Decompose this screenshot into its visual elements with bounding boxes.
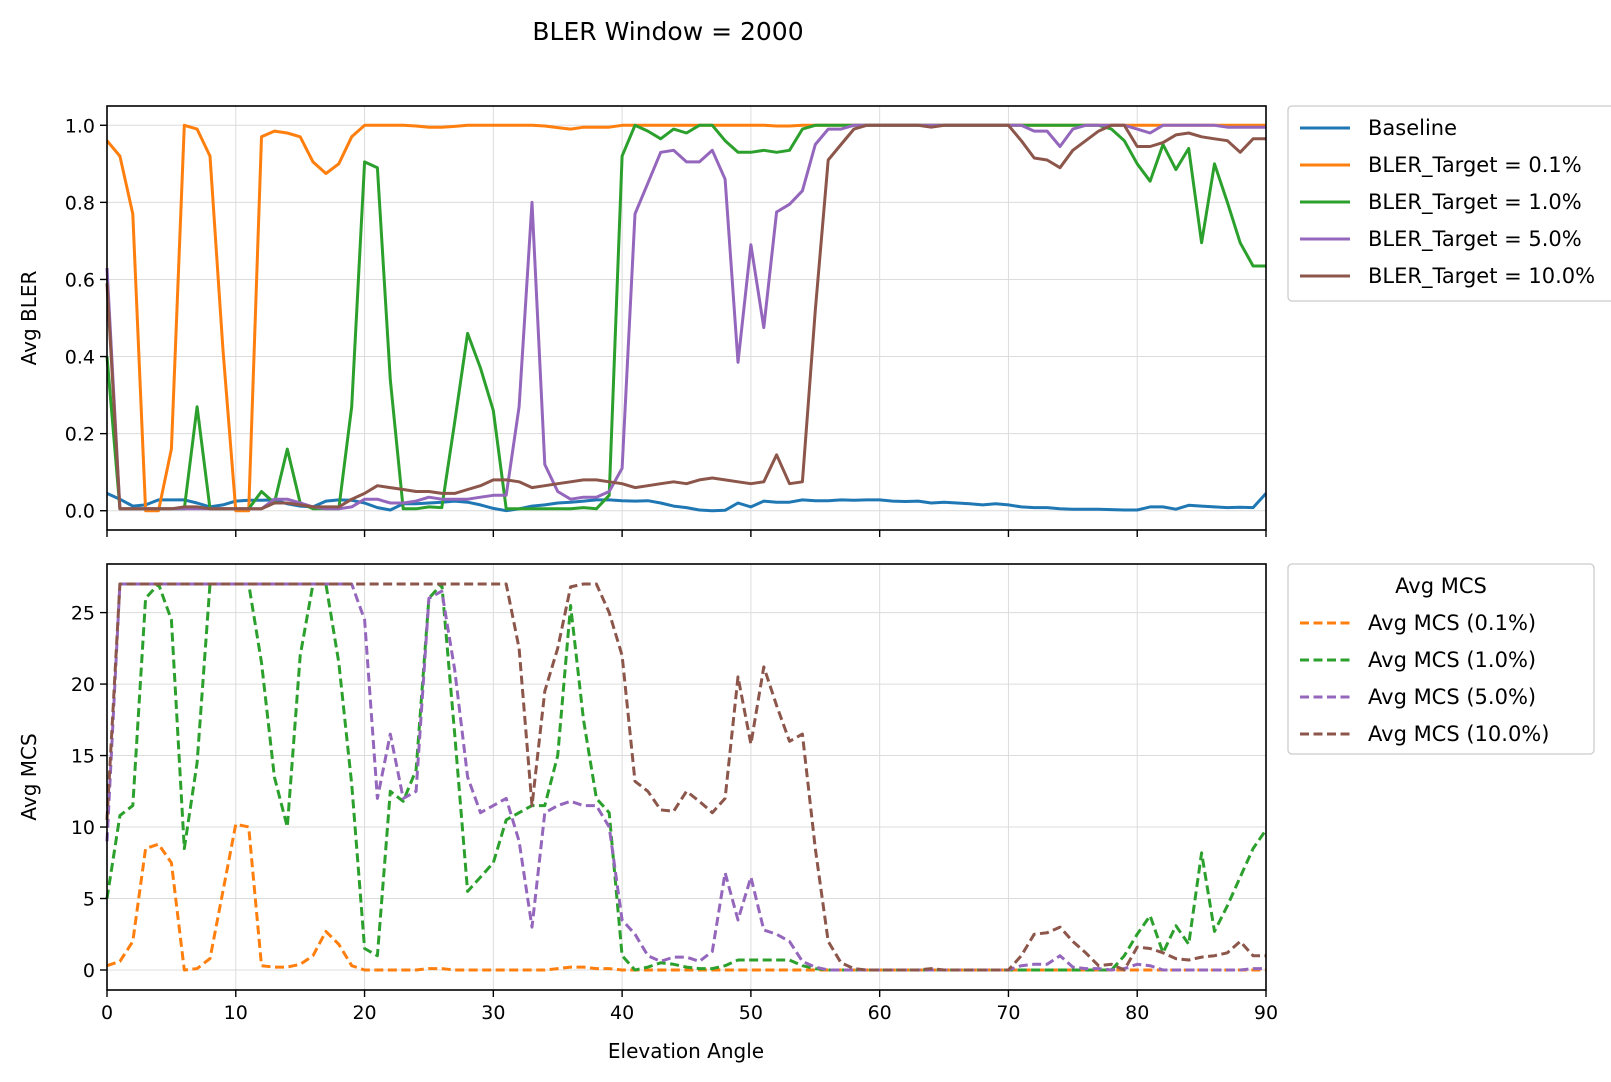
legend-label: Avg MCS (0.1%) <box>1368 611 1536 635</box>
bler-y-axis-label: Avg BLER <box>17 271 41 366</box>
mcs-points-avg-mcs-0-1 <box>106 824 1267 971</box>
bler-legend: Baseline BLER_Target = 0.1% BLER_Target = … <box>1287 105 1611 302</box>
bler-points-bler-target-1-0 <box>106 125 1267 509</box>
mcs-panel: 0 5 10 15 20 25 0 10 20 30 40 50 60 70 80 90 Avg MCS El… <box>17 563 1278 1063</box>
bler-lines <box>105 123 1268 513</box>
bler-points-bler-target-0-1 <box>106 125 1267 511</box>
bler-series-line-bler-target-0-1 <box>105 123 1266 513</box>
mcs-points-avg-mcs-1-0 <box>106 583 1267 971</box>
mcs-x-tick-label: 40 <box>610 1002 634 1024</box>
mcs-y-axis-label: Avg MCS <box>17 733 41 820</box>
mcs-legend: Avg MCS Avg MCS (0.1%) Avg MCS (1.0%) Avg M… <box>1287 563 1595 755</box>
mcs-grid <box>106 564 1267 990</box>
bler-y-tick-label: 1.0 <box>65 115 95 137</box>
bler-panel: 0.0 0.2 0.4 0.6 0.8 1.0 Avg BLER <box>17 105 1268 537</box>
legend-label: BLER_Target = 1.0% <box>1368 190 1582 215</box>
bler-plot-frame <box>106 105 1267 531</box>
mcs-y-tick-label: 20 <box>71 674 95 696</box>
legend-label: Baseline <box>1368 116 1457 140</box>
bler-y-tick-label: 0.4 <box>65 347 95 369</box>
bler-grid <box>106 106 1267 530</box>
bler-y-tick-label: 0.0 <box>65 501 95 523</box>
mcs-points-avg-mcs-5-0 <box>106 583 1267 971</box>
bler-series-line-bler-target-5-0 <box>105 123 1266 511</box>
bler-y-tick-label: 0.6 <box>65 269 95 291</box>
mcs-ticks: 0 5 10 15 20 25 0 10 20 30 40 50 60 70 80 90 <box>71 603 1278 1024</box>
mcs-y-tick-label: 5 <box>83 889 95 911</box>
legend-label: Avg MCS (10.0%) <box>1368 722 1549 746</box>
legend-label: Avg MCS (1.0%) <box>1368 648 1536 672</box>
mcs-series-line-avg-mcs-10-0 <box>105 582 1266 972</box>
bler-points-bler-target-5-0 <box>106 125 1267 509</box>
figure-title: BLER Window = 2000 <box>532 17 803 46</box>
mcs-x-tick-label: 20 <box>352 1002 376 1024</box>
legend-label: Avg MCS (5.0%) <box>1368 685 1536 709</box>
mcs-y-tick-label: 10 <box>71 817 95 839</box>
mcs-x-tick-label: 0 <box>101 1002 113 1024</box>
bler-points-bler-target-10-0 <box>106 125 1267 509</box>
legend-frame <box>1287 105 1611 302</box>
legend-label: BLER_Target = 5.0% <box>1368 227 1582 252</box>
mcs-x-tick-label: 10 <box>224 1002 248 1024</box>
mcs-series-line-avg-mcs-1-0 <box>105 582 1268 972</box>
bler-ticks: 0.0 0.2 0.4 0.6 0.8 1.0 <box>65 115 1267 537</box>
mcs-x-axis-label: Elevation Angle <box>608 1039 764 1063</box>
mcs-points-avg-mcs-10-0 <box>106 583 1267 971</box>
mcs-series-line-avg-mcs-5-0 <box>105 582 1266 972</box>
mcs-x-tick-label: 90 <box>1254 1002 1278 1024</box>
bler-y-tick-label: 0.8 <box>65 192 95 214</box>
bler-series-line-bler-target-1-0 <box>105 123 1266 511</box>
mcs-x-tick-label: 50 <box>739 1002 763 1024</box>
mcs-y-tick-label: 0 <box>83 960 95 982</box>
mcs-x-tick-label: 70 <box>996 1002 1020 1024</box>
legend-label: BLER_Target = 0.1% <box>1368 153 1582 178</box>
bler-series-line-bler-target-10-0 <box>105 123 1266 511</box>
mcs-x-tick-label: 60 <box>868 1002 892 1024</box>
mcs-lines <box>105 582 1268 972</box>
mcs-y-tick-label: 25 <box>71 603 95 625</box>
mcs-x-tick-label: 80 <box>1125 1002 1149 1024</box>
legend-frame <box>1287 563 1595 755</box>
mcs-series-line-avg-mcs-0-1 <box>106 822 1266 972</box>
legend-label: BLER_Target = 10.0% <box>1368 264 1595 289</box>
bler-y-tick-label: 0.2 <box>65 424 95 446</box>
legend-title: Avg MCS <box>1395 574 1487 598</box>
mcs-plot-frame <box>106 563 1267 991</box>
mcs-y-tick-label: 15 <box>71 746 95 768</box>
mcs-x-tick-label: 30 <box>481 1002 505 1024</box>
